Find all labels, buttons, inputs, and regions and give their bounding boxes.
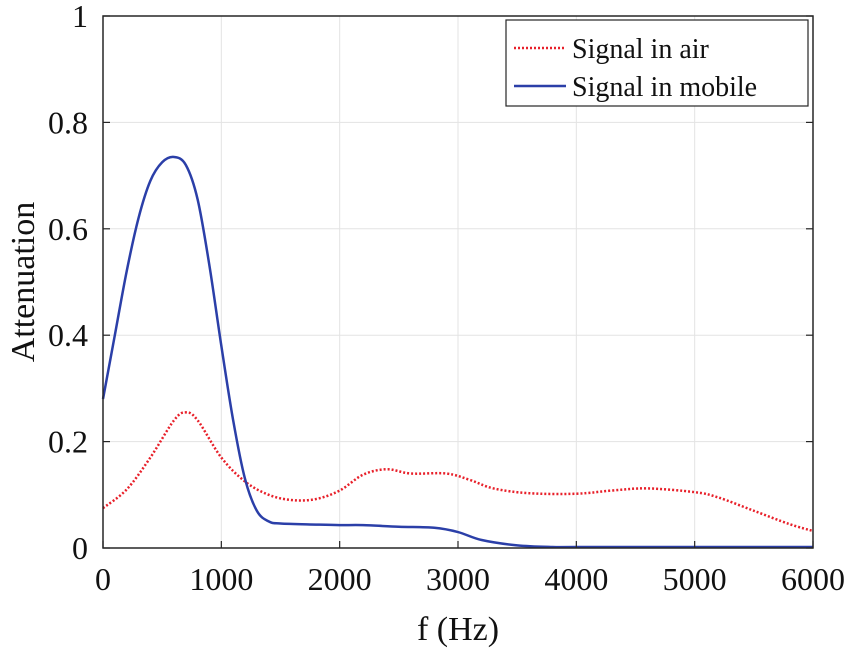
y-tick-label: 0.8 bbox=[48, 104, 88, 140]
y-tick-label: 0 bbox=[72, 530, 88, 566]
x-tick-label: 4000 bbox=[544, 561, 608, 597]
series-group bbox=[101, 155, 814, 549]
x-tick-label: 5000 bbox=[663, 561, 727, 597]
y-tick-label: 0.2 bbox=[48, 424, 88, 460]
x-tick-label: 3000 bbox=[426, 561, 490, 597]
x-tick-label: 6000 bbox=[781, 561, 845, 597]
legend-label-mobile: Signal in mobile bbox=[572, 72, 757, 103]
legend: Signal in air Signal in mobile bbox=[505, 19, 809, 107]
y-tick-label: 1 bbox=[72, 0, 88, 34]
x-axis-label: f (Hz) bbox=[417, 611, 499, 648]
y-tick-label: 0.4 bbox=[48, 317, 88, 353]
series-line-air bbox=[102, 411, 814, 533]
y-axis-label: Attenuation bbox=[5, 202, 42, 363]
series-line-mobile bbox=[101, 155, 813, 549]
legend-box bbox=[505, 19, 809, 107]
y-tick-label: 0.6 bbox=[48, 211, 88, 247]
x-tick-label: 1000 bbox=[189, 561, 253, 597]
x-tick-label: 0 bbox=[95, 561, 111, 597]
ticks: 0 1000 2000 3000 4000 5000 6000 0 0.2 0.4 0.6 0.8 1 bbox=[48, 0, 845, 597]
legend-label-air: Signal in air bbox=[572, 34, 710, 65]
x-tick-label: 2000 bbox=[308, 561, 372, 597]
